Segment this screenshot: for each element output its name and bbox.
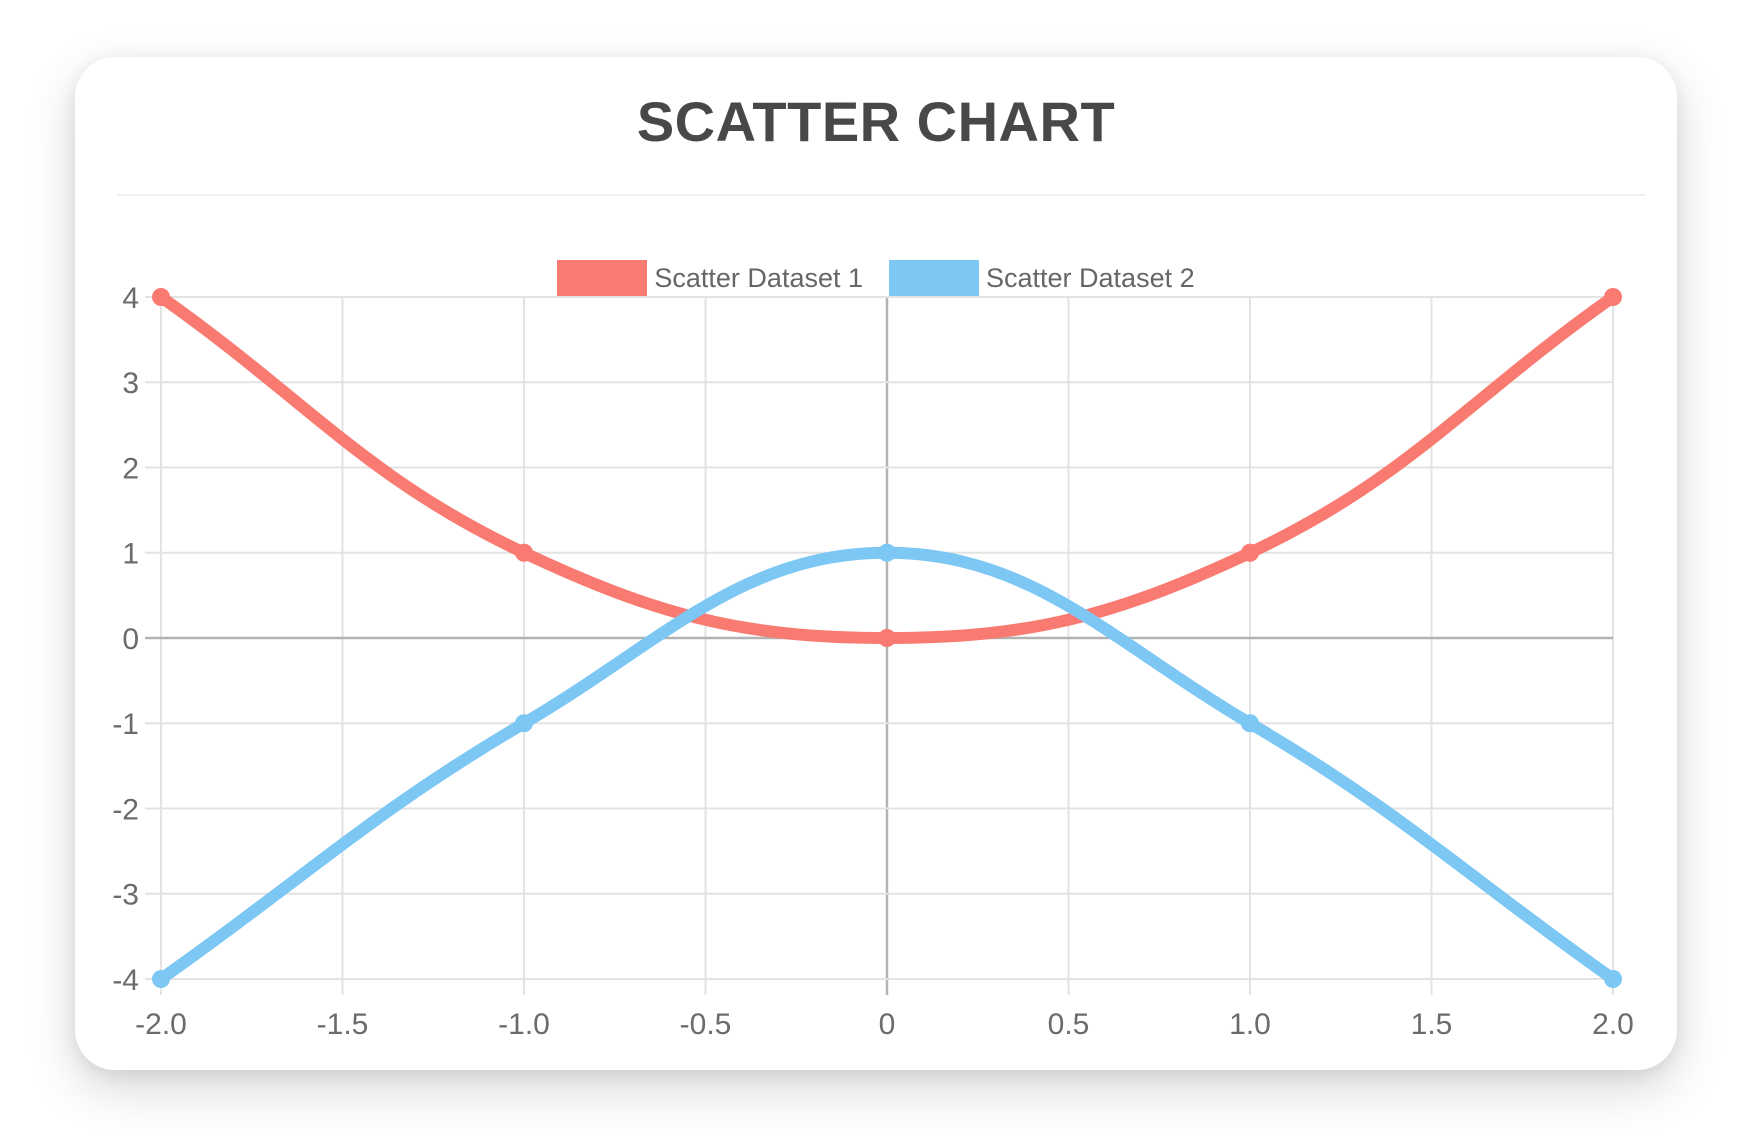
- chart-legend: Scatter Dataset 1 Scatter Dataset 2: [75, 260, 1677, 296]
- x-tick-label: -0.5: [680, 1008, 732, 1041]
- legend-label-dataset-1: Scatter Dataset 1: [654, 262, 863, 293]
- y-tick-label: 3: [122, 367, 139, 400]
- scatter-plot-svg: -2.0 -1.5 -1.0 -0.5 0 0.5 1.0 1.5 2.0 4 3 2 1 0 -1 -2 -3…: [112, 282, 1634, 1041]
- legend-label-dataset-2: Scatter Dataset 2: [986, 262, 1195, 293]
- data-point-series-1[interactable]: [1604, 288, 1622, 306]
- data-point-series-1[interactable]: [515, 543, 533, 562]
- y-tick-label: -2: [112, 793, 139, 826]
- chart-card: SCATTER CHART Scatter Dataset 1 Scatter …: [75, 57, 1677, 1070]
- x-tick-label: -1.0: [498, 1008, 550, 1041]
- y-tick-label: 0: [122, 623, 139, 656]
- x-tick-label: -2.0: [135, 1008, 187, 1041]
- y-tick-label: 2: [122, 452, 139, 485]
- data-point-series-2[interactable]: [152, 970, 170, 988]
- legend-swatch-dataset-2: [889, 260, 979, 296]
- y-tick-label: -4: [112, 964, 139, 997]
- data-point-series-2[interactable]: [1604, 970, 1622, 988]
- x-tick-label: 2.0: [1592, 1008, 1634, 1041]
- y-tick-label: 1: [122, 538, 139, 571]
- data-point-series-2[interactable]: [1241, 714, 1259, 733]
- y-tick-label: 4: [122, 282, 139, 315]
- x-tick-label: 1.5: [1411, 1008, 1453, 1041]
- data-point-series-1[interactable]: [152, 288, 170, 306]
- x-tick-label: 0: [879, 1008, 896, 1041]
- x-tick-label: -1.5: [317, 1008, 369, 1041]
- x-tick-label: 1.0: [1229, 1008, 1271, 1041]
- data-point-series-2[interactable]: [878, 543, 896, 562]
- data-point-series-2[interactable]: [515, 714, 533, 733]
- legend-swatch-dataset-1: [557, 260, 648, 296]
- data-point-series-1[interactable]: [878, 629, 896, 647]
- legend-item-dataset-1[interactable]: Scatter Dataset 1: [557, 260, 863, 296]
- y-tick-label: -3: [112, 879, 139, 912]
- title-divider: [117, 194, 1645, 196]
- x-tick-label: 0.5: [1048, 1008, 1090, 1041]
- y-tick-label: -1: [112, 708, 139, 741]
- scatter-plot-canvas[interactable]: -2.0 -1.5 -1.0 -0.5 0 0.5 1.0 1.5 2.0 4 3 2 1 0 -1 -2 -3…: [75, 57, 1677, 1070]
- chart-title: SCATTER CHART: [636, 90, 1116, 153]
- data-point-series-1[interactable]: [1241, 543, 1259, 562]
- legend-item-dataset-2[interactable]: Scatter Dataset 2: [889, 260, 1195, 296]
